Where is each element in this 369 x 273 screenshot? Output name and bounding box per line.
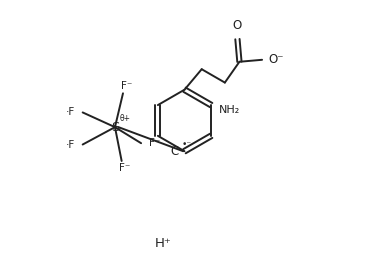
Text: •⁻: •⁻ — [182, 140, 192, 149]
Text: ·F: ·F — [65, 140, 75, 150]
Text: F⁻: F⁻ — [119, 164, 131, 173]
Text: O: O — [233, 19, 242, 32]
Text: H⁺: H⁺ — [155, 237, 172, 250]
Text: O⁻: O⁻ — [268, 53, 283, 66]
Text: θ+: θ+ — [120, 114, 131, 123]
Text: S: S — [111, 121, 119, 134]
Text: NH₂: NH₂ — [219, 105, 240, 115]
Text: F⁻: F⁻ — [149, 138, 160, 148]
Text: C: C — [170, 145, 179, 158]
Text: F⁻: F⁻ — [121, 81, 133, 91]
Text: ·F: ·F — [65, 108, 75, 117]
